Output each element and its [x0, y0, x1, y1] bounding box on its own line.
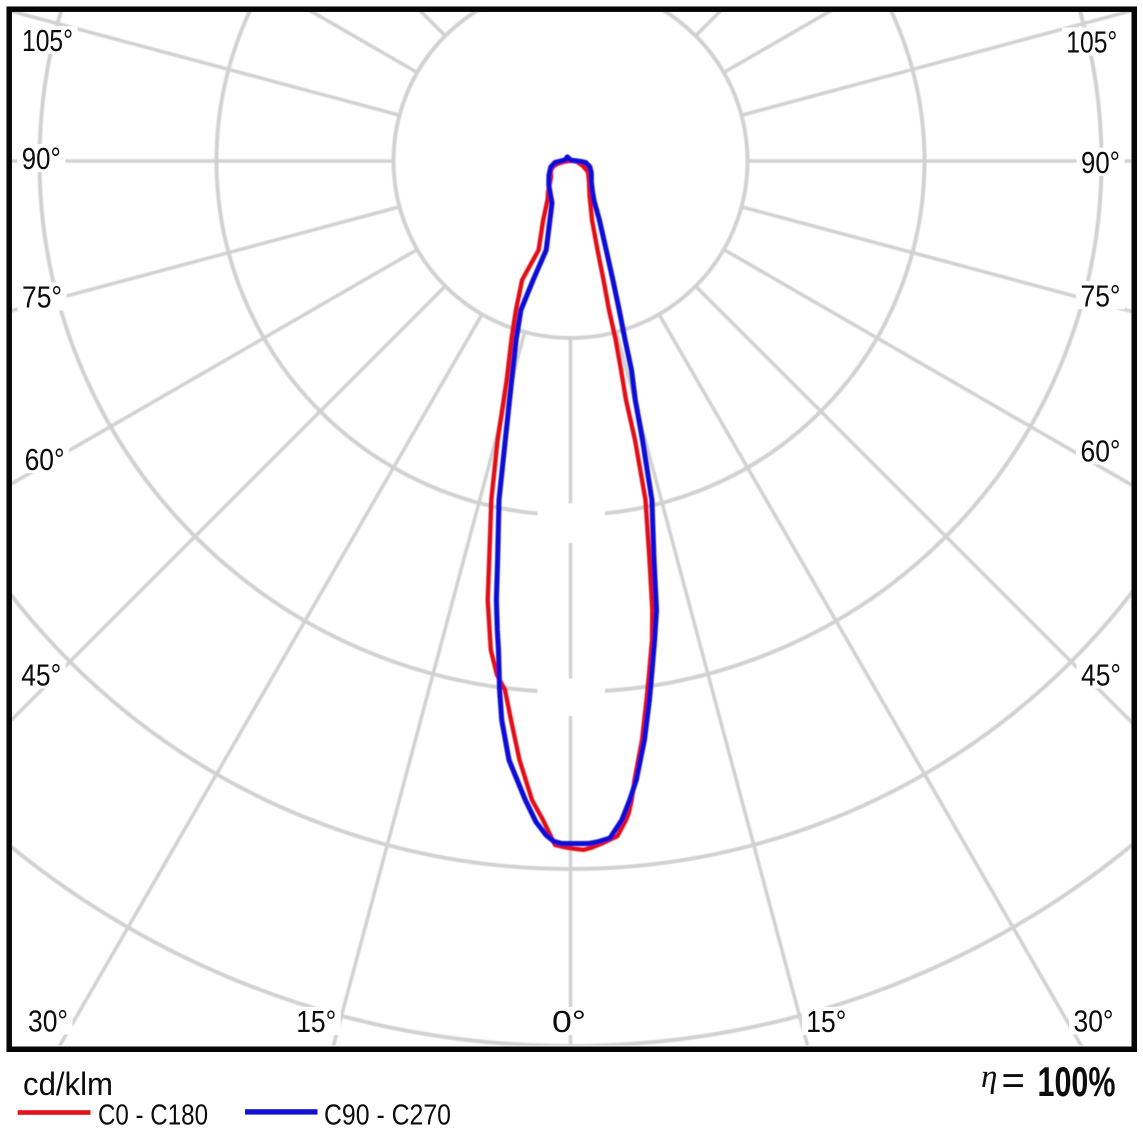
svg-text:90°: 90°: [22, 141, 61, 176]
svg-text:45°: 45°: [21, 658, 61, 693]
svg-text:45°: 45°: [1081, 658, 1121, 693]
svg-text:0°: 0°: [552, 1004, 586, 1039]
svg-text:15°: 15°: [296, 1004, 336, 1039]
svg-text:C90 - C270: C90 - C270: [324, 1099, 451, 1131]
svg-text:90°: 90°: [1081, 145, 1120, 180]
svg-text:60°: 60°: [1081, 434, 1121, 469]
svg-text:30°: 30°: [1074, 1004, 1114, 1039]
svg-text:30°: 30°: [28, 1004, 68, 1039]
svg-text:75°: 75°: [1081, 278, 1121, 313]
svg-text:75°: 75°: [22, 280, 62, 315]
svg-text:105°: 105°: [1066, 25, 1117, 60]
svg-text:15°: 15°: [806, 1004, 846, 1039]
svg-text:cd/klm: cd/klm: [23, 1066, 113, 1102]
svg-text:η: η: [981, 1059, 997, 1095]
svg-text:105°: 105°: [22, 23, 73, 58]
svg-text:=: =: [1002, 1059, 1025, 1103]
svg-text:60°: 60°: [25, 442, 65, 477]
svg-text:100%: 100%: [1038, 1058, 1116, 1105]
svg-text:C0 - C180: C0 - C180: [98, 1099, 208, 1131]
